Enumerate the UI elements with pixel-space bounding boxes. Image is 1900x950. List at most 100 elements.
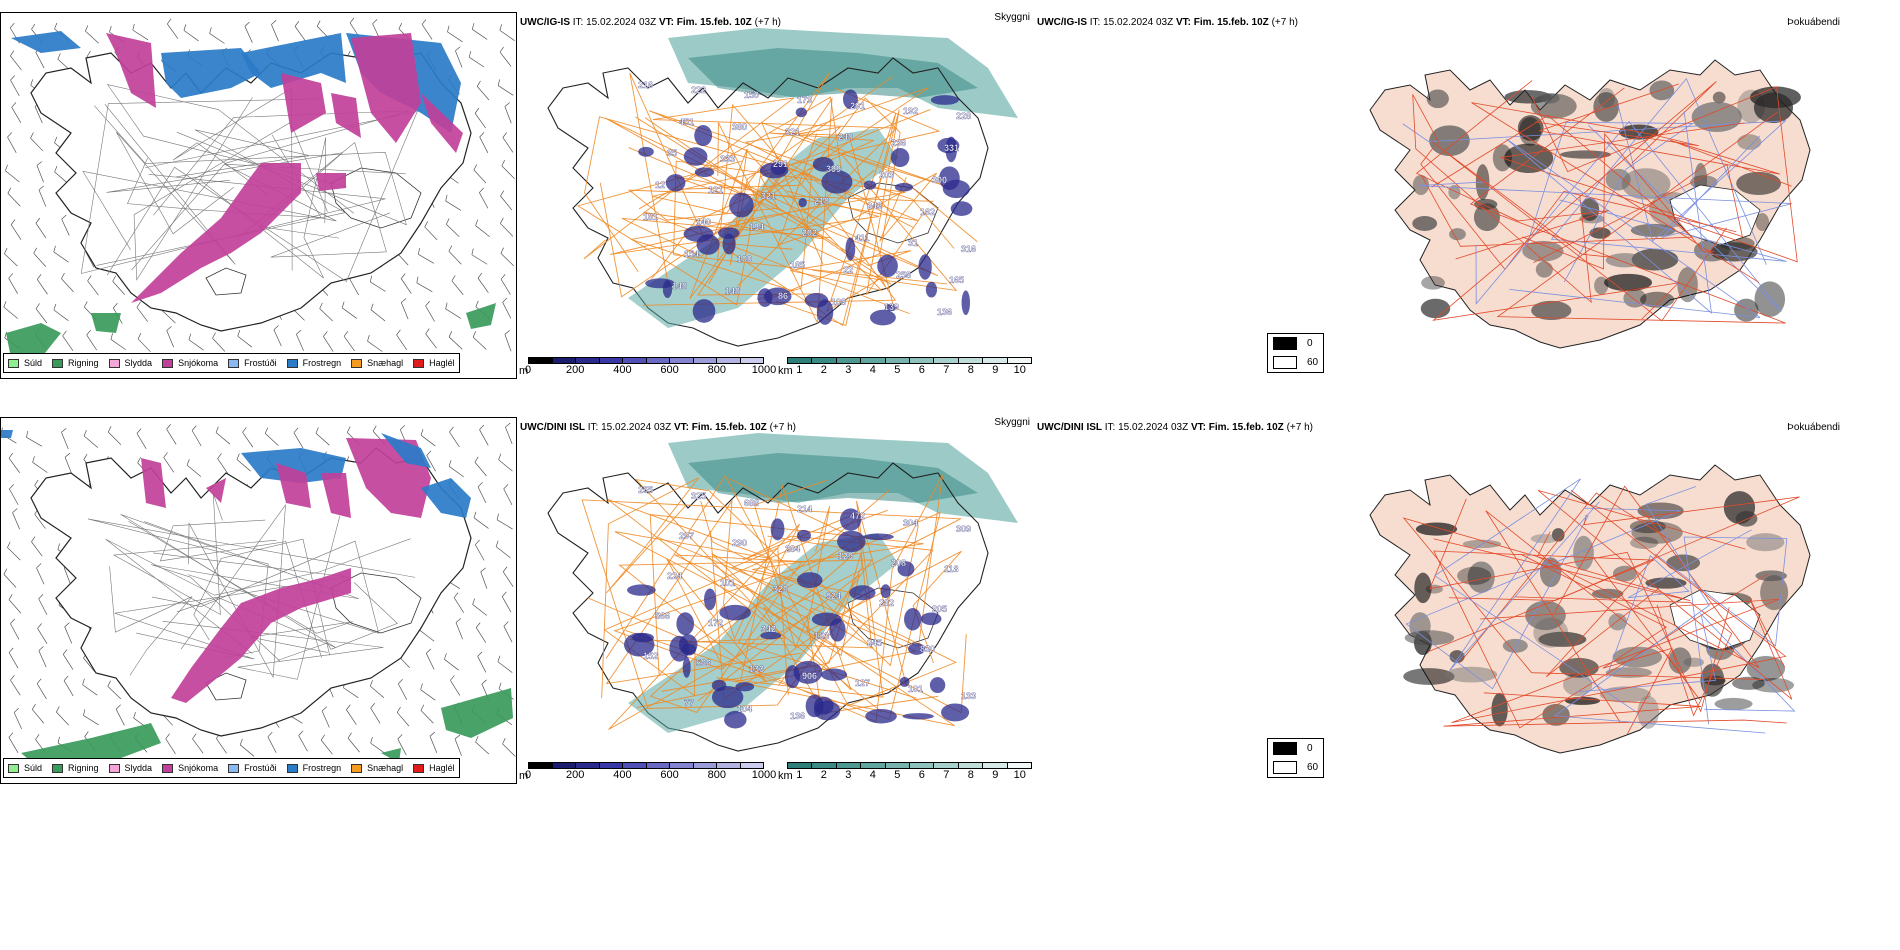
precip-type-map: Súld Rigning Slydda Snjókoma Frostúði Frostre… <box>0 12 517 379</box>
legend-swatch <box>228 763 240 773</box>
colorbar-tick: 600 <box>660 364 679 376</box>
cloudbase-label: 173 <box>797 95 812 105</box>
cloudbase-label: 136 <box>937 307 952 317</box>
cloudbase-label: 688 <box>744 498 759 508</box>
fog-legend: 0 60 <box>1267 738 1325 778</box>
legend-label: Slydda <box>124 358 153 368</box>
legend-label: Haglél <box>429 763 455 773</box>
cloudbase-label: 304 <box>903 518 918 528</box>
cloudbase-label: 249 <box>867 201 882 211</box>
visibility-map: 216 222 150 173 291 192 228 451 380 321 248 236 331 3… <box>518 28 1033 353</box>
legend-swatch <box>108 763 120 773</box>
cloudbase-label: 248 <box>838 132 853 142</box>
cloudbase-label: 165 <box>949 275 964 285</box>
colorbar-tick: 8 <box>967 769 974 781</box>
cloudbase-label: 152 <box>643 651 658 661</box>
colorbar-tick: 8 <box>967 364 974 376</box>
cloudbase-label: 566 <box>696 658 711 668</box>
init-time: IT: 15.02.2024 03Z <box>1089 17 1174 28</box>
colorbar-tick: 10 <box>1013 769 1026 781</box>
cloudbase-label: 153 <box>814 631 829 641</box>
colorbar-tick: 0 <box>524 364 532 376</box>
cloudbase-label: 924 <box>826 591 841 601</box>
legend-swatch <box>413 763 425 773</box>
cloudbase-label: 342 <box>761 624 776 634</box>
colorbar-tick: 800 <box>707 769 726 781</box>
cloudbase-label: 127 <box>855 678 870 688</box>
colorbar-tick: 7 <box>943 769 950 781</box>
legend-item: Rigning <box>52 763 99 773</box>
cloudbase-label: 133 <box>749 664 764 674</box>
colorbar-tick: 4 <box>869 364 876 376</box>
colorbar-tick: 5 <box>894 364 901 376</box>
cloudbase-label: 208 <box>891 558 906 568</box>
legend-item: Slydda <box>108 763 153 773</box>
cloudbase-label: 100 <box>737 254 752 264</box>
cloudbase-label: 411 <box>855 233 870 243</box>
colorbar-tick: 800 <box>707 364 726 376</box>
cloudbase-label: 192 <box>903 106 918 116</box>
visibility-map: 255 325 688 214 472 304 309 297 290 284 129 208 118 2… <box>518 433 1033 758</box>
cloudbase-label: 282 <box>879 598 894 608</box>
cloudbase-label: 472 <box>850 511 865 521</box>
cloudbase-label: 77 <box>684 698 694 708</box>
valid-time-label: VT: <box>1175 17 1191 28</box>
cloudbase-label: 148 <box>725 286 740 296</box>
valid-time: Fim. 15.feb. 10Z <box>1208 422 1284 433</box>
legend-label: Frostúði <box>244 358 277 368</box>
colorbar-tick: 4 <box>869 769 876 781</box>
fog-legend-label: 0 <box>1307 338 1313 349</box>
legend-label: Súld <box>24 358 43 368</box>
panel-title: Skyggni <box>994 12 1030 23</box>
legend-label: Rigning <box>68 763 99 773</box>
legend-item: Snæhagl <box>351 763 403 773</box>
colorbar-tick: 1 <box>796 769 803 781</box>
legend-item: Haglél <box>413 763 455 773</box>
cloudbase-label: 566 <box>655 611 670 621</box>
colorbar-cells <box>528 357 764 364</box>
panel-header: UWC/IG-IS IT: 15.02.2024 03Z VT: Fim. 15… <box>1037 17 1298 29</box>
cloudbase-label: 224 <box>667 571 682 581</box>
cloudbase-label: 214 <box>797 504 812 514</box>
cloudbase-label: 258 <box>896 270 911 280</box>
legend-label: Slydda <box>124 763 153 773</box>
colorbar-unit: m <box>519 770 529 782</box>
cloudbase-colorbar: m 0 200 400 600 800 1000 <box>519 357 776 377</box>
cloudbase-label: 22 <box>843 265 853 275</box>
legend-label: Snjókoma <box>178 763 219 773</box>
legend-item: Haglél <box>413 358 455 368</box>
init-time: IT: 15.02.2024 03Z <box>572 17 657 28</box>
init-time: IT: 15.02.2024 03Z <box>1104 422 1189 433</box>
cloudbase-label: 148 <box>672 281 687 291</box>
legend-label: Snæhagl <box>367 358 404 368</box>
fog-legend-item: 0 <box>1268 334 1323 353</box>
legend-swatch <box>52 763 64 773</box>
cloudbase-label: 320 <box>773 584 788 594</box>
colorbar-tick: 2 <box>820 769 827 781</box>
legend-item: Frostregn <box>286 763 341 773</box>
colorbar-ticks: 0 200 400 600 800 1000 <box>524 364 776 376</box>
legend-swatch <box>286 763 298 773</box>
cloudbase-label: 181 <box>643 212 658 222</box>
legend-label: Snæhagl <box>367 763 404 773</box>
cloudbase-label: 140 <box>696 217 711 227</box>
colorbar-ticks: 1 2 3 4 5 6 7 8 9 10 <box>787 364 1032 376</box>
legend-item: Frostúði <box>228 358 277 368</box>
fog-legend-label: 60 <box>1307 357 1319 368</box>
fog-map-svg <box>1369 59 1811 349</box>
colorbar-tick: 600 <box>660 769 679 781</box>
cloudbase-label: 321 <box>761 191 776 201</box>
cloudbase-label: 333 <box>720 154 735 164</box>
visibility-map-svg: 255 325 688 214 472 304 309 297 290 284 129 208 118 2… <box>547 433 1018 752</box>
cloudbase-label: 162 <box>920 207 935 217</box>
colorbar-ticks: 1 2 3 4 5 6 7 8 9 10 <box>787 769 1032 781</box>
cloudbase-label: 309 <box>956 524 971 534</box>
legend-item: Slydda <box>108 358 153 368</box>
cloudbase-label: 133 <box>961 691 976 701</box>
fog-legend-item: 60 <box>1268 353 1323 372</box>
colorbar-tick: 400 <box>613 769 632 781</box>
colorbar-unit: km <box>778 770 793 782</box>
cloudbase-label: 316 <box>961 244 976 254</box>
legend-swatch <box>351 763 363 773</box>
cloudbase-label: 136 <box>790 711 805 721</box>
